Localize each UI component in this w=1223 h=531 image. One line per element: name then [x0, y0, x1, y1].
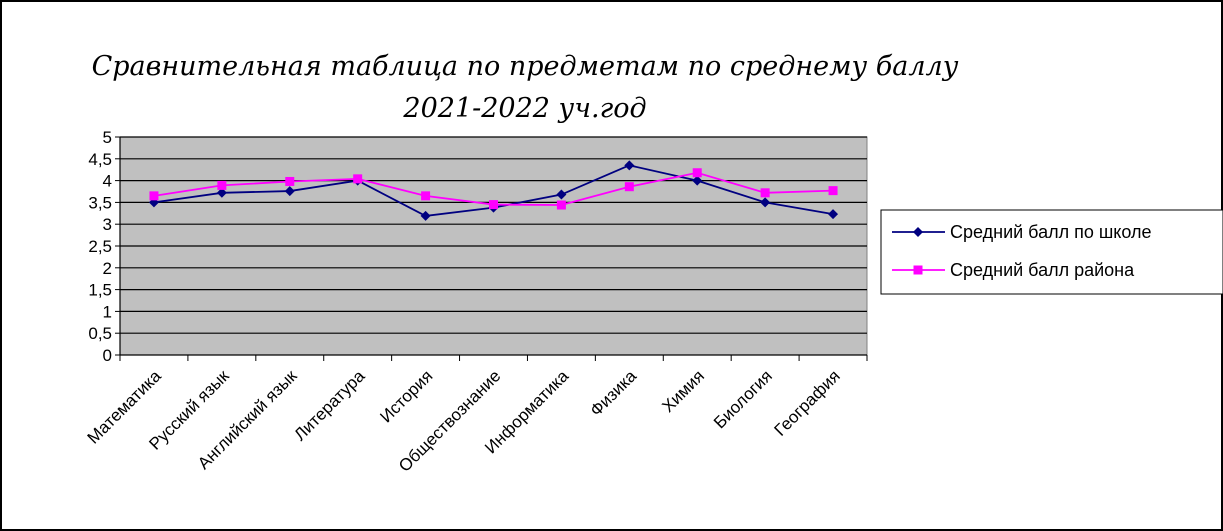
legend: Средний балл по школе Средний балл района: [880, 209, 1223, 295]
data-point: [420, 210, 431, 221]
data-point: [284, 186, 295, 197]
legend-item: Средний балл по школе: [892, 222, 1152, 242]
y-tick-label: 4,5: [88, 150, 112, 169]
data-point: [760, 188, 770, 198]
data-point: [421, 191, 431, 201]
data-point: [353, 174, 363, 184]
data-point: [624, 182, 634, 192]
y-axis: 0 0,5 1 1,5 2 2,5 3 3,5 4 4,5 5: [88, 128, 121, 365]
data-point: [556, 189, 567, 200]
data-point: [760, 197, 771, 208]
legend-marker: [913, 227, 923, 237]
data-point: [828, 209, 839, 220]
data-point: [217, 180, 227, 190]
data-point: [624, 160, 635, 171]
legend-box: [880, 209, 1223, 295]
y-tick-label: 0: [103, 346, 112, 365]
legend-item: Средний балл района: [892, 260, 1135, 280]
plot-area: [119, 136, 868, 356]
data-point: [692, 175, 703, 186]
data-point: [556, 200, 566, 210]
y-tick-label: 2: [103, 259, 112, 278]
y-tick-label: 1,5: [88, 281, 112, 300]
y-tick-label: 0,5: [88, 324, 112, 343]
y-tick-label: 3: [103, 215, 112, 234]
y-tick-label: 5: [103, 128, 112, 147]
data-point: [828, 186, 838, 196]
chart-subtitle: 2021-2022 уч.год: [402, 93, 646, 124]
y-tick-label: 1: [103, 302, 112, 321]
chart-title: Сравнительная таблица по предметам по ср…: [92, 51, 959, 82]
y-tick-label: 4: [103, 172, 112, 191]
y-tick-label: 3,5: [88, 193, 112, 212]
y-tick-label: 2,5: [88, 237, 112, 256]
legend-label: Средний балл района: [950, 260, 1135, 280]
series-layer: [148, 160, 839, 221]
series-2: [149, 168, 838, 210]
data-point: [692, 168, 702, 178]
legend-label: Средний балл по школе: [950, 222, 1152, 242]
data-point: [285, 176, 295, 186]
data-point: [216, 187, 227, 198]
legend-marker: [913, 265, 923, 275]
data-point: [489, 200, 498, 210]
data-point: [149, 191, 159, 201]
